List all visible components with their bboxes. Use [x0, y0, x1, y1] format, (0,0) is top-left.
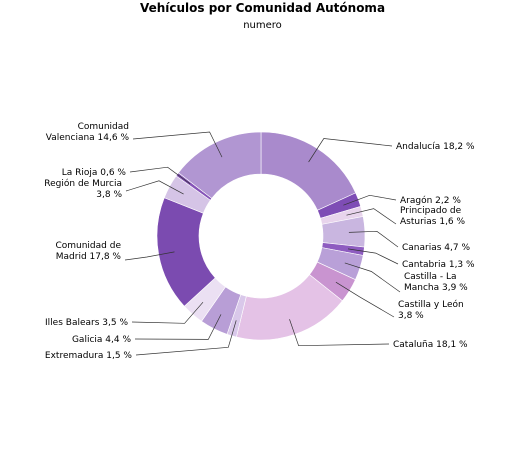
slice-label-line: Canarias 4,7 % [402, 243, 470, 253]
slice-label: La Rioja 0,6 % [62, 168, 127, 178]
leader-line [335, 281, 395, 318]
slice-label-line: Galicia 4,4 % [72, 335, 131, 345]
slice-label-line: 3,8 % [96, 190, 122, 200]
slice-label: Galicia 4,4 % [72, 335, 131, 345]
leader-line [135, 320, 237, 356]
slice-label: Castilla - La Mancha 3,9 % [404, 272, 468, 293]
slice-label: Aragón 2,2 % [400, 195, 461, 206]
leader-line [344, 262, 401, 293]
leader-line [125, 180, 184, 195]
slice-label-line: Andalucía 18,2 % [396, 142, 475, 152]
slice-label: Comunidad Valenciana 14,6 % [46, 122, 130, 143]
chart-title: Vehículos por Comunidad Autónoma [139, 1, 386, 15]
pie-slice [260, 131, 357, 211]
slice-label-line: Cantabria 1,3 % [402, 260, 475, 270]
leader-line [308, 138, 393, 163]
slice-label-line: Valenciana 14,6 % [46, 133, 130, 143]
slice-label-line: La Rioja 0,6 % [62, 168, 127, 178]
slice-label: Illes Balears 3,5 % [45, 318, 128, 328]
slice-label-line: Principado de [400, 206, 462, 216]
chart-subtitle: numero [243, 20, 282, 31]
slice-label-line: Comunidad [78, 122, 129, 132]
slice-label: Castilla y León 3,8 % [398, 299, 464, 321]
slice-label: Cantabria 1,3 % [402, 260, 475, 270]
leader-line [343, 194, 397, 206]
slice-label-line: 3,8 % [398, 311, 424, 321]
pie-slice [177, 131, 262, 199]
slice-label-line: Illes Balears 3,5 % [45, 318, 128, 328]
leader-line [129, 166, 191, 185]
slice-label: Extremadura 1,5 % [45, 351, 133, 361]
slice-label-line: Cataluña 18,1 % [393, 340, 468, 350]
slice-label: Andalucía 18,2 % [396, 142, 475, 152]
slice-label-line: Castilla - La [404, 272, 457, 282]
leader-line [289, 319, 390, 347]
leader-line [347, 248, 399, 265]
slice-label: Cataluña 18,1 % [393, 340, 468, 350]
slice-label: Canarias 4,7 % [402, 243, 470, 253]
slice-label-line: Castilla y León [398, 299, 464, 310]
slice-label-line: Región de Murcia [44, 178, 122, 189]
slice-label-line: Madrid 17,8 % [56, 252, 122, 262]
slice-label-line: Mancha 3,9 % [404, 283, 468, 293]
leader-line [131, 301, 204, 324]
slice-label: Principado de Asturias 1,6 % [400, 206, 466, 227]
slice-label: Región de Murcia 3,8 % [44, 178, 122, 200]
slice-label-line: Aragón 2,2 % [400, 195, 461, 206]
leader-line [348, 230, 399, 248]
leader-line [132, 131, 223, 158]
leader-line [346, 208, 397, 225]
slice-label-line: Asturias 1,6 % [400, 217, 466, 227]
slice-label-line: Comunidad de [55, 241, 121, 251]
leader-line [124, 251, 175, 261]
leader-line [134, 314, 222, 340]
slice-label: Comunidad de Madrid 17,8 % [55, 241, 121, 262]
slice-label-line: Extremadura 1,5 % [45, 351, 133, 361]
